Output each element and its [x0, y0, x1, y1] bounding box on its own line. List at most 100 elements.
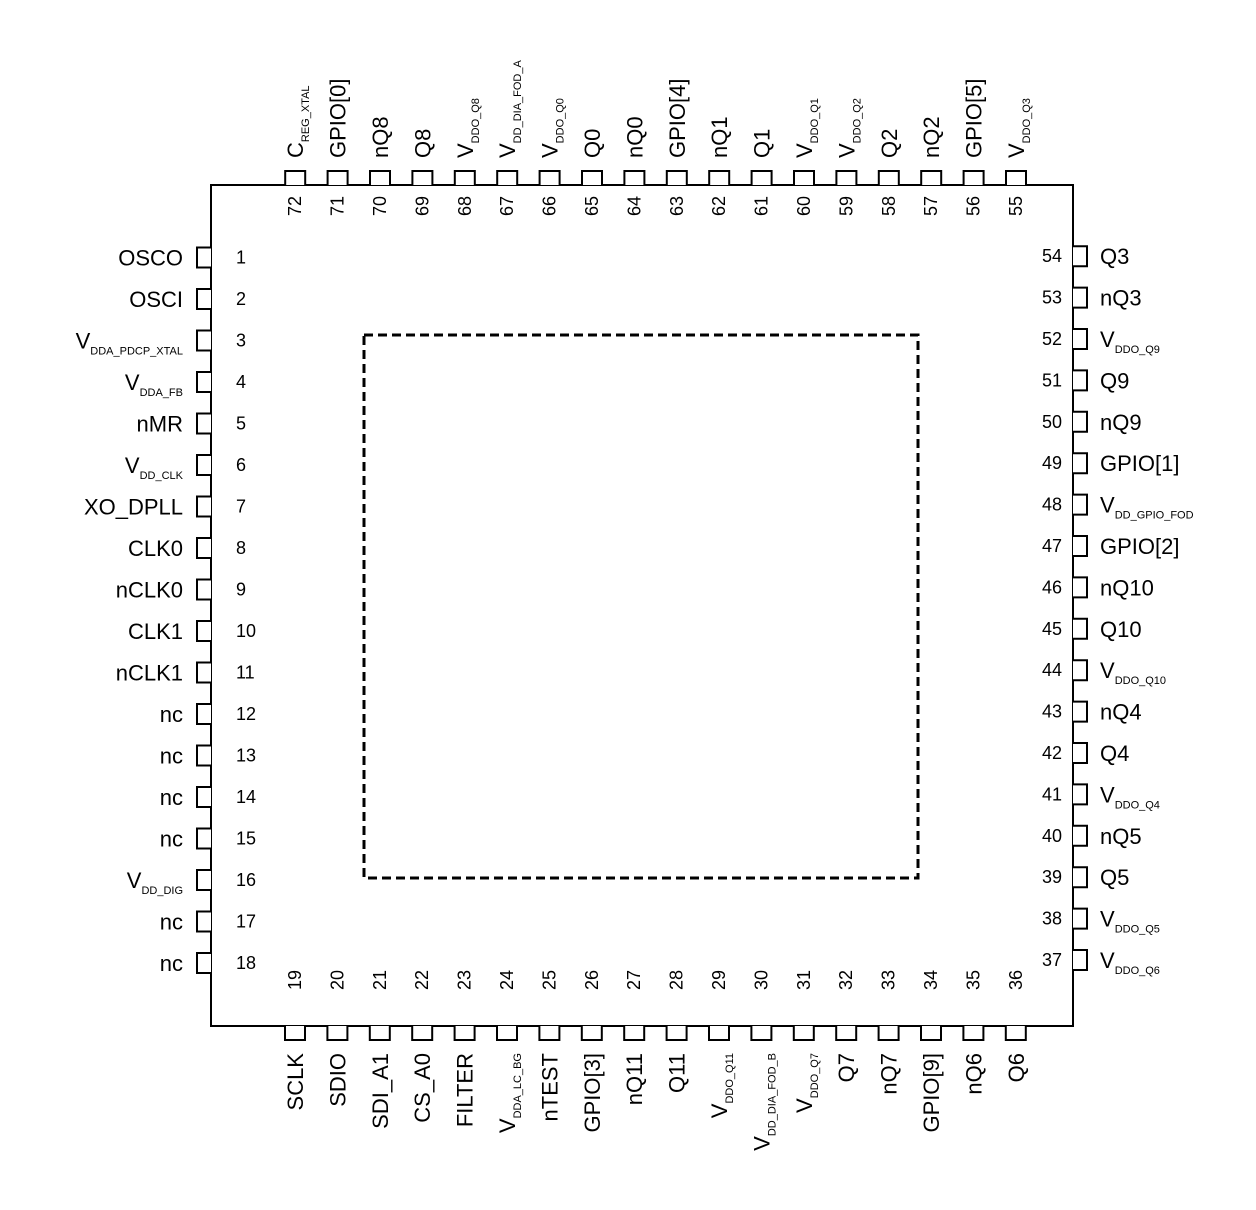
pin-name-subscript: DDO_Q8	[470, 98, 482, 143]
pin-lead	[196, 578, 211, 601]
pin-lead	[196, 371, 211, 393]
pin-name: GPIO[1]	[1100, 451, 1179, 476]
pin-number: 25	[539, 970, 559, 990]
pin-number: 24	[497, 970, 517, 990]
pin-number: 12	[236, 704, 256, 724]
pin-61-q1: Q1 61	[750, 129, 775, 216]
pin-name: Q11	[665, 1053, 690, 1093]
pin-name: nQ0	[622, 116, 647, 158]
pin-lead	[1073, 949, 1088, 971]
pin-number: 2	[236, 289, 246, 309]
pin-lead	[196, 869, 211, 891]
pin-name-subscript: DDA_PDCP_XTAL	[90, 346, 183, 358]
pin-label: nc	[160, 702, 183, 727]
pin-number: 56	[964, 196, 984, 216]
pin-name: Q6	[1004, 1053, 1029, 1082]
pin-name: Q3	[1100, 244, 1129, 269]
pin-lead	[1073, 328, 1088, 350]
pin-number: 8	[236, 538, 246, 558]
pin-number: 10	[236, 621, 256, 641]
pin-name: nQ1	[707, 116, 732, 158]
pin-lead	[835, 1026, 858, 1041]
pin-lead	[196, 952, 211, 974]
pin-1-osco: OSCO 1	[118, 246, 246, 271]
pin-name: XO_DPLL	[84, 495, 183, 520]
pin-name: V	[495, 1118, 520, 1133]
pin-lead	[196, 288, 211, 310]
pin-label: VDDO_Q5	[1100, 907, 1160, 936]
pin-lead	[496, 1026, 518, 1041]
pin-name-subscript: DD_CLK	[140, 470, 184, 482]
pin-lead	[453, 170, 476, 185]
pin-lead	[196, 620, 211, 642]
pin-72-creg-xtal: CREG_XTAL 72	[283, 85, 312, 216]
pin-lead	[196, 412, 211, 435]
pin-59-vddo-q2: VDDO_Q2 59	[834, 98, 863, 216]
pin-lead	[793, 170, 815, 185]
pin-name: Q10	[1100, 617, 1142, 642]
pin-name: OSCI	[129, 287, 183, 312]
pin-66-vddo-q0: VDDO_Q0 66	[538, 98, 567, 216]
pin-20-sdio: SDIO 20	[325, 970, 350, 1107]
pin-number: 72	[285, 196, 305, 216]
pin-48-vdd-gpio-fod: VDD_GPIO_FOD 48	[1042, 493, 1194, 522]
pin-number: 46	[1042, 577, 1062, 597]
pin-label: Q3	[1100, 244, 1129, 269]
pin-label: VDDO_Q10	[1100, 658, 1166, 687]
pin-lead	[196, 329, 211, 352]
pin-name: V	[495, 143, 520, 158]
pin-lead	[538, 170, 561, 185]
pin-name-subscript: DDA_FB	[140, 387, 183, 399]
pin-lead	[1073, 700, 1088, 723]
pin-label: VDDO_Q0	[538, 98, 567, 158]
pin-32-q7: Q7 32	[834, 970, 859, 1082]
pin-label: VDDA_PDCP_XTAL	[76, 329, 183, 358]
pin-10-clk1: CLK1 10	[128, 619, 256, 644]
pin-number: 47	[1042, 536, 1062, 556]
pin-2-osci: OSCI 2	[129, 287, 246, 312]
pin-52-vddo-q9: VDDO_Q9 52	[1042, 327, 1160, 356]
pin-label: VDDA_FB	[125, 370, 183, 399]
pin-name: Q2	[877, 129, 902, 158]
pin-label: nQ6	[961, 1053, 986, 1095]
pin-lead	[196, 703, 211, 725]
pin-number: 29	[709, 970, 729, 990]
pin-name: nc	[160, 910, 183, 935]
pin-name-subscript: DDO_Q11	[724, 1053, 736, 1104]
pin-4-vdda-fb: VDDA_FB 4	[125, 370, 246, 399]
pin-number: 23	[455, 970, 475, 990]
pin-lead	[326, 1026, 349, 1041]
pin-name: nQ4	[1100, 700, 1142, 725]
pin-number: 33	[879, 970, 899, 990]
pin-number: 70	[370, 196, 390, 216]
pin-name: V	[125, 370, 140, 395]
pin-label: nQ5	[1100, 824, 1142, 849]
pin-name-subscript: DDO_Q2	[851, 98, 863, 143]
pin-name: nQ11	[622, 1053, 647, 1105]
pin-label: SCLK	[283, 1053, 308, 1111]
pin-lead	[1073, 369, 1088, 392]
pin-label: nQ1	[707, 116, 732, 158]
pin-18-nc: nc 18	[160, 951, 256, 976]
pin-number: 62	[709, 196, 729, 216]
pin-number: 50	[1042, 412, 1062, 432]
pin-lead	[284, 1026, 306, 1041]
pin-name: GPIO[2]	[1100, 534, 1179, 559]
pin-name: V	[792, 1098, 817, 1113]
pin-label: CLK1	[128, 619, 183, 644]
pin-lead	[1073, 617, 1088, 640]
pin-name: GPIO[3]	[580, 1053, 605, 1132]
pin-label: Q5	[1100, 865, 1129, 890]
pin-name-subscript: DDO_Q9	[1115, 344, 1160, 356]
pin-name-subscript: DDO_Q3	[1021, 98, 1033, 143]
pin-number: 20	[327, 970, 347, 990]
pin-label: GPIO[3]	[580, 1053, 605, 1132]
pin-label: XO_DPLL	[84, 495, 183, 520]
pin-lead	[708, 1026, 730, 1041]
pin-lead	[1005, 170, 1027, 185]
pin-lead	[877, 170, 900, 185]
pin-35-nq6: nQ6 35	[961, 970, 986, 1095]
pin-number: 5	[236, 414, 246, 434]
pin-number: 1	[236, 248, 246, 268]
